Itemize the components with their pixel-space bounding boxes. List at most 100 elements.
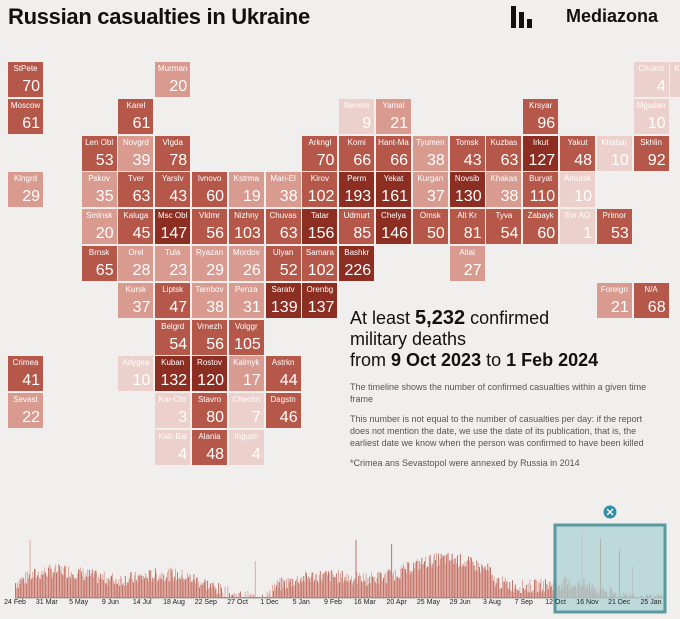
region-tile-chukot[interactable]: Chukot 4 bbox=[633, 62, 669, 97]
region-tile-yekat[interactable]: Yekat 161 bbox=[376, 172, 411, 208]
region-tile-liptsk[interactable]: Liptsk 47 bbox=[155, 282, 191, 318]
region-tile-kar-chr[interactable]: Kar-Chr 3 bbox=[155, 393, 191, 429]
region-tile-buryat[interactable]: Buryat 110 bbox=[523, 172, 559, 208]
summary-line-2: military deaths bbox=[350, 329, 467, 349]
region-tile-kaluga[interactable]: Kaluga 45 bbox=[118, 209, 154, 245]
region-tile-perm[interactable]: Perm 193 bbox=[339, 172, 375, 208]
region-tile-orel[interactable]: Orel 28 bbox=[118, 246, 154, 281]
region-tile-pskov[interactable]: Pskov 35 bbox=[81, 172, 117, 208]
region-tile-klngrd[interactable]: Klngrd 29 bbox=[8, 172, 43, 208]
region-tile-tambov[interactable]: Tambov 38 bbox=[192, 282, 227, 318]
region-tile-bashkr[interactable]: Bashkr 226 bbox=[339, 246, 375, 281]
region-tile-ingush[interactable]: Ingush 4 bbox=[228, 430, 264, 465]
region-tile-nizhny[interactable]: Nizhny 103 bbox=[228, 209, 264, 245]
region-tile-adygea[interactable]: Adygea 10 bbox=[118, 356, 154, 392]
region-tile-len-obl[interactable]: Len Obl 53 bbox=[81, 135, 117, 171]
region-tile-chelya[interactable]: Chelya 146 bbox=[376, 209, 411, 245]
region-tile-yarslv[interactable]: Yarslv 43 bbox=[155, 172, 191, 208]
region-value: 38 bbox=[500, 188, 519, 206]
region-tile-belgrd[interactable]: Belgrd 54 bbox=[155, 319, 191, 355]
timeline-bar bbox=[391, 544, 393, 598]
timeline-bar bbox=[80, 571, 82, 598]
region-tile-novgrd[interactable]: Novgrd 39 bbox=[118, 135, 154, 171]
region-tile-mari-el[interactable]: Mari-El 38 bbox=[265, 172, 301, 208]
region-tile-amursk[interactable]: Amursk 10 bbox=[560, 172, 595, 208]
timeline-bar bbox=[427, 566, 429, 598]
region-tile-primor[interactable]: Primor 53 bbox=[596, 209, 632, 245]
region-tile-vrnezh[interactable]: Vrnezh 56 bbox=[192, 319, 227, 355]
region-tile-vldmr[interactable]: Vldmr 56 bbox=[192, 209, 227, 245]
region-tile-altai[interactable]: Altai 27 bbox=[449, 246, 485, 281]
region-tile-chechn[interactable]: Chechn 7 bbox=[228, 393, 264, 429]
region-tile-moscow[interactable]: Moscow 61 bbox=[8, 98, 43, 134]
region-tile-chuvas[interactable]: Chuvas 63 bbox=[265, 209, 301, 245]
region-tile-stpete[interactable]: StPete 70 bbox=[8, 62, 43, 97]
region-tile-zabayk[interactable]: Zabayk 60 bbox=[523, 209, 559, 245]
region-tile-tula[interactable]: Tula 23 bbox=[155, 246, 191, 281]
region-tile-novsib[interactable]: Novsib 130 bbox=[449, 172, 485, 208]
region-tile-dagstn[interactable]: Dagstn 46 bbox=[265, 393, 301, 429]
region-name: Penza bbox=[234, 284, 258, 294]
region-tile-ryazan[interactable]: Ryazan 29 bbox=[192, 246, 227, 281]
region-tile-khabar[interactable]: Khabar 10 bbox=[596, 135, 632, 171]
region-tile-hant-ma[interactable]: Hant-Ma 66 bbox=[376, 135, 411, 171]
region-tile-mgadan[interactable]: Mgadan 10 bbox=[633, 98, 669, 134]
region-tile-volggr[interactable]: Volggr 105 bbox=[228, 319, 264, 355]
region-tile-kalmyk[interactable]: Kalmyk 17 bbox=[228, 356, 264, 392]
region-tile-brnsk[interactable]: Brnsk 65 bbox=[81, 246, 117, 281]
region-tile-tver[interactable]: Tver 63 bbox=[118, 172, 154, 208]
region-tile-skhlin[interactable]: Skhlin 92 bbox=[633, 135, 669, 171]
region-name: Chukot bbox=[638, 64, 664, 73]
region-tile-stavro[interactable]: Stavro 80 bbox=[192, 393, 227, 429]
region-tile-msc-obl[interactable]: Msc Obl 147 bbox=[155, 209, 191, 245]
timeline-selection-window[interactable] bbox=[553, 523, 667, 614]
region-tile-murman[interactable]: Murman 20 bbox=[155, 62, 191, 97]
region-tile-arkngl[interactable]: Arkngl 70 bbox=[302, 135, 338, 171]
region-tile-tyumen[interactable]: Tyumen 38 bbox=[412, 135, 448, 171]
timeline-bar bbox=[529, 579, 531, 598]
region-tile-komi[interactable]: Komi 66 bbox=[339, 135, 375, 171]
region-tile-samara[interactable]: Samara 102 bbox=[302, 246, 338, 281]
timeline-bar bbox=[161, 572, 163, 598]
region-tile-smlnsk[interactable]: Smlnsk 20 bbox=[81, 209, 117, 245]
region-tile-yamal[interactable]: Yamal 21 bbox=[376, 98, 411, 134]
region-tile-kstrma[interactable]: Kstrma 19 bbox=[228, 172, 264, 208]
region-tile-foreign[interactable]: Foreign 21 bbox=[596, 282, 632, 318]
region-tile-kuzbas[interactable]: Kuzbas 63 bbox=[486, 135, 522, 171]
region-tile-alt-kr[interactable]: Alt Kr 81 bbox=[449, 209, 485, 245]
region-tile-krsyar[interactable]: Krsyar 96 bbox=[523, 98, 559, 134]
region-tile-rostov[interactable]: Rostov 120 bbox=[192, 356, 227, 392]
region-tile-n-a[interactable]: N/A 68 bbox=[633, 282, 669, 318]
timeline-bar bbox=[221, 592, 223, 598]
region-tile-mordov[interactable]: Mordov 26 bbox=[228, 246, 264, 281]
region-tile-omsk[interactable]: Omsk 50 bbox=[412, 209, 448, 245]
region-tile-tomsk[interactable]: Tomsk 43 bbox=[449, 135, 485, 171]
region-tile-evr-ao[interactable]: Evr AO 1 bbox=[560, 209, 595, 245]
region-tile-kmchtk[interactable]: Kmchtk10 bbox=[670, 62, 680, 97]
region-tile-yakut[interactable]: Yakut 48 bbox=[560, 135, 595, 171]
region-tile-crimea[interactable]: Crimea 41 bbox=[8, 356, 43, 392]
region-tile-kursk[interactable]: Kursk 37 bbox=[118, 282, 154, 318]
region-tile-astrkn[interactable]: Astrkn 44 bbox=[265, 356, 301, 392]
region-tile-sevast[interactable]: Sevast 22 bbox=[8, 393, 43, 429]
region-tile-tatar[interactable]: Tatar 156 bbox=[302, 209, 338, 245]
region-tile-kirov[interactable]: Kirov 102 bbox=[302, 172, 338, 208]
region-tile-tyva[interactable]: Tyva 54 bbox=[486, 209, 522, 245]
region-tile-penza[interactable]: Penza 31 bbox=[228, 282, 264, 318]
region-tile-karel[interactable]: Karel 61 bbox=[118, 98, 154, 134]
region-tile-nenets[interactable]: Nenets 9 bbox=[339, 98, 375, 134]
region-tile-alania[interactable]: Alania 48 bbox=[192, 430, 227, 465]
region-tile-kurgan[interactable]: Kurgan 37 bbox=[412, 172, 448, 208]
region-tile-ulyan[interactable]: Ulyan 52 bbox=[265, 246, 301, 281]
region-tile-ivnovo[interactable]: Ivnovo 60 bbox=[192, 172, 227, 208]
region-tile-saratv[interactable]: Saratv 139 bbox=[265, 282, 301, 318]
region-tile-vlgda[interactable]: Vlgda 78 bbox=[155, 135, 191, 171]
region-tile-kab-bal[interactable]: Kab-Bal 4 bbox=[155, 430, 191, 465]
region-tile-kuban[interactable]: Kuban 132 bbox=[155, 356, 191, 392]
region-name: Hant-Ma bbox=[378, 137, 409, 147]
region-tile-udmurt[interactable]: Udmurt 85 bbox=[339, 209, 375, 245]
timeline-bar bbox=[91, 569, 93, 598]
region-tile-khakas[interactable]: Khakas 38 bbox=[486, 172, 522, 208]
region-tile-irkut[interactable]: Irkut 127 bbox=[523, 135, 559, 171]
region-tile-orenbg[interactable]: Orenbg 137 bbox=[302, 282, 338, 318]
